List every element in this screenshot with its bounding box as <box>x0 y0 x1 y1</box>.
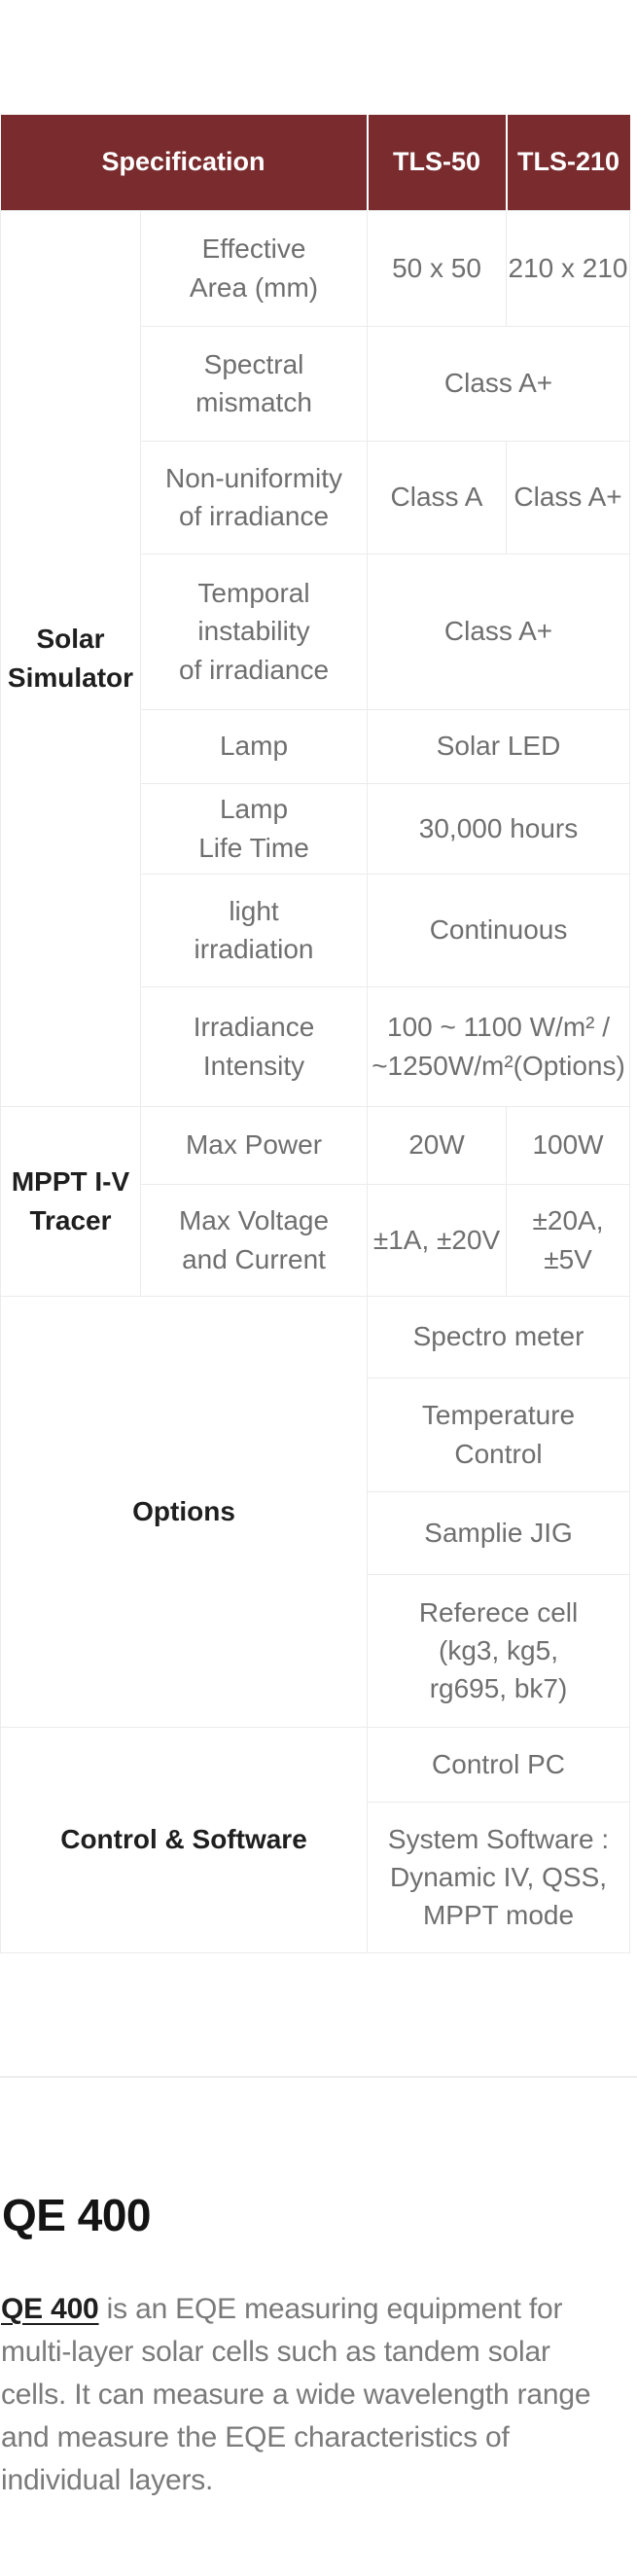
spec-table: Specification TLS-50 TLS-210 Solar Simul… <box>0 115 631 1953</box>
value-temporal-instability: Class A+ <box>367 553 631 710</box>
section-divider <box>0 2076 637 2078</box>
value-sample-jig: Samplie JIG <box>367 1490 631 1575</box>
table-row: Lamp Solar LED <box>1 708 631 784</box>
value-control-pc: Control PC <box>367 1726 631 1803</box>
table-row: MPPT I-V Tracer Max Power 20W 100W <box>0 1105 631 1297</box>
value-spectral-mismatch: Class A+ <box>367 325 631 442</box>
qe400-heading: QE 400 <box>2 2190 152 2240</box>
spec-table-header-row: Specification TLS-50 TLS-210 <box>0 115 630 210</box>
value-non-uniformity-tls210: Class A+ <box>506 440 631 555</box>
row-label-lamp-life-time: Lamp Life Time <box>139 782 369 875</box>
row-label-spectral-mismatch: Spectral mismatch <box>139 325 369 442</box>
value-spectro-meter: Spectro meter <box>367 1295 631 1378</box>
qe400-description-text: is an EQE measuring equipment for multi-… <box>1 2293 591 2496</box>
group-cell-options: Options <box>0 1295 369 1728</box>
table-row: Control & Software Control PC <box>0 1726 631 1953</box>
row-label-max-voltage-current: Max Voltage and Current <box>139 1183 369 1297</box>
value-lamp-life-time: 30,000 hours <box>367 782 631 875</box>
value-lamp: Solar LED <box>367 708 631 784</box>
group-cell-mppt-iv-tracer: MPPT I-V Tracer <box>0 1105 141 1297</box>
table-row: Lamp Life Time 30,000 hours <box>1 782 631 875</box>
table-row: Referece cell (kg3, kg5, rg695, bk7) <box>1 1573 631 1728</box>
row-label-irradiance-intensity: Irradiance Intensity <box>139 985 369 1107</box>
group-cell-control-software: Control & Software <box>0 1726 369 1953</box>
value-system-software: System Software : Dynamic IV, QSS, MPPT … <box>367 1801 631 1953</box>
value-non-uniformity-tls50: Class A <box>367 440 508 555</box>
row-label-temporal-instability: Temporal instability of irradiance <box>139 553 369 710</box>
row-label-light-irradiation: light irradiation <box>139 873 369 987</box>
row-label-lamp: Lamp <box>139 708 369 784</box>
row-label-effective-area: Effective Area (mm) <box>139 209 369 327</box>
value-effective-area-tls50: 50 x 50 <box>367 209 508 327</box>
value-effective-area-tls210: 210 x 210 <box>506 209 631 327</box>
header-cell-tls-50: TLS-50 <box>366 115 507 210</box>
table-row: Options Spectro meter <box>0 1295 631 1728</box>
value-irradiance-intensity: 100 ~ 1100 W/m² / ~1250W/m²(Options) <box>367 985 631 1107</box>
table-row: Max Voltage and Current ±1A, ±20V ±20A, … <box>1 1183 631 1297</box>
header-cell-specification: Specification <box>0 115 368 210</box>
qe400-description-lead: QE 400 <box>1 2293 99 2325</box>
value-max-power-tls210: 100W <box>506 1105 631 1185</box>
table-row: Temperature Control <box>1 1377 631 1492</box>
value-light-irradiation: Continuous <box>367 873 631 987</box>
value-reference-cell: Referece cell (kg3, kg5, rg695, bk7) <box>367 1573 631 1728</box>
row-label-max-power: Max Power <box>139 1105 369 1185</box>
value-max-power-tls50: 20W <box>367 1105 508 1185</box>
qe400-description: QE 400 is an EQE measuring equipment for… <box>1 2288 637 2502</box>
header-cell-tls-210: TLS-210 <box>505 115 630 210</box>
table-row: Irradiance Intensity 100 ~ 1100 W/m² / ~… <box>1 985 631 1107</box>
row-label-non-uniformity: Non-uniformity of irradiance <box>139 440 369 555</box>
group-cell-solar-simulator: Solar Simulator <box>0 209 141 1107</box>
table-row: Non-uniformity of irradiance Class A Cla… <box>1 440 631 555</box>
table-row: System Software : Dynamic IV, QSS, MPPT … <box>1 1801 631 1953</box>
value-max-voltage-current-tls210: ±20A, ±5V <box>506 1183 631 1297</box>
table-row: Temporal instability of irradiance Class… <box>1 553 631 710</box>
value-temperature-control: Temperature Control <box>367 1377 631 1492</box>
table-row: Solar Simulator Effective Area (mm) 50 x… <box>0 209 631 1107</box>
value-max-voltage-current-tls50: ±1A, ±20V <box>367 1183 508 1297</box>
